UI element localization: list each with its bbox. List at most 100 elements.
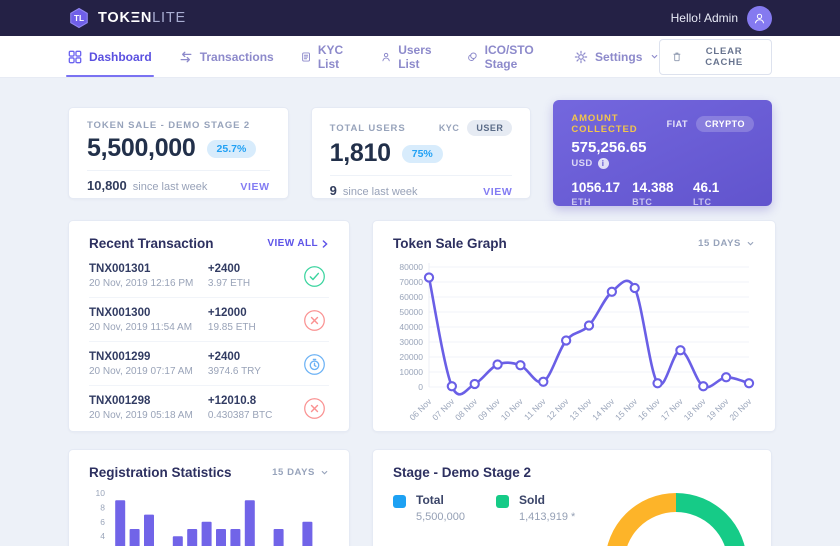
transaction-amount-crypto: 0.430387 BTC [207, 410, 273, 421]
status-success-icon [304, 265, 325, 287]
token-sale-view-link[interactable]: VIEW [240, 181, 270, 193]
panel-title: Token Sale Graph [393, 236, 507, 251]
dashboard-icon [68, 50, 82, 63]
tab-kyc-list[interactable]: KYC List [301, 36, 354, 77]
transaction-amount-crypto: 3974.6 TRY [207, 366, 261, 377]
tab-users-list[interactable]: Users List [381, 36, 440, 77]
tab-dashboard[interactable]: Dashboard [66, 36, 154, 77]
transaction-date: 20 Nov, 2019 05:18 AM [89, 410, 193, 421]
svg-text:06 Nov: 06 Nov [407, 396, 434, 423]
registration-statistics-card: Registration Statistics 15 DAYS 108642 [68, 449, 350, 546]
tab-transactions[interactable]: Transactions [179, 36, 274, 77]
legend-value: 1,413,919 * [519, 511, 576, 523]
registration-chart: 108642 [89, 486, 329, 546]
transaction-row[interactable]: TNX001301 20 Nov, 2019 12:16 PM +2400 3.97 … [89, 254, 329, 298]
bottom-row: Registration Statistics 15 DAYS 108642 S… [68, 449, 772, 546]
tab-label: Users List [398, 42, 432, 71]
bar[interactable] [302, 521, 313, 546]
svg-text:20 Nov: 20 Nov [727, 396, 754, 423]
info-icon[interactable] [597, 158, 609, 169]
bar[interactable] [244, 500, 255, 546]
clear-cache-button[interactable]: CLEAR CACHE [659, 38, 772, 75]
toggle-user[interactable]: USER [467, 120, 513, 136]
svg-text:08 Nov: 08 Nov [453, 396, 480, 423]
bar[interactable] [273, 529, 284, 546]
transaction-row[interactable]: TNX001298 20 Nov, 2019 05:18 AM +12010.8 0.… [89, 386, 329, 429]
total-users-view-link[interactable]: VIEW [483, 186, 513, 198]
svg-text:60000: 60000 [399, 292, 423, 302]
view-all-link[interactable]: VIEW ALL [267, 238, 329, 249]
svg-text:07 Nov: 07 Nov [430, 396, 457, 423]
svg-text:12 Nov: 12 Nov [544, 396, 571, 423]
transaction-status [303, 265, 329, 288]
topbar: TL TOKΞNLITE Hello! Admin [0, 0, 840, 36]
nav-tabs: Dashboard Transactions KYC List Users Li… [66, 36, 659, 77]
users-toggle: KYC USER [439, 120, 513, 136]
transaction-row[interactable]: TNX001300 20 Nov, 2019 11:54 AM +12000 19.8… [89, 298, 329, 342]
tab-ico-sto-stage[interactable]: ICO/STO Stage [467, 36, 547, 77]
card-title: AMOUNT COLLECTED [571, 113, 638, 135]
brand[interactable]: TL TOKΞNLITE [68, 7, 186, 29]
bar[interactable] [144, 514, 154, 546]
status-canceled-icon [304, 397, 325, 419]
ico-sto-stage-icon [468, 51, 478, 61]
avatar[interactable] [747, 5, 772, 31]
legend-item: Total 5,500,000 [393, 493, 488, 546]
settings-gear-icon [574, 50, 588, 63]
svg-text:19 Nov: 19 Nov [704, 396, 731, 423]
chevron-down-icon [321, 470, 328, 475]
user-menu[interactable]: Hello! Admin [671, 5, 772, 31]
token-sale-percent-badge: 25.7% [206, 139, 257, 158]
range-dropdown[interactable]: 15 DAYS [272, 467, 329, 478]
legend-item: Sold 1,413,919 * [496, 493, 591, 546]
tab-label: Dashboard [89, 49, 152, 64]
main-nav: Dashboard Transactions KYC List Users Li… [0, 36, 840, 78]
svg-text:10: 10 [96, 488, 106, 498]
transaction-amount: +12000 [207, 307, 247, 319]
range-dropdown[interactable]: 15 DAYS [698, 238, 755, 249]
brand-logo-icon: TL [70, 7, 88, 29]
svg-text:15 Nov: 15 Nov [613, 396, 640, 423]
eth-label: ETH [571, 197, 592, 207]
svg-text:50000: 50000 [399, 307, 423, 317]
bar[interactable] [172, 536, 183, 546]
toggle-fiat[interactable]: FIAT [666, 119, 688, 129]
bar[interactable] [187, 529, 198, 546]
svg-text:10 Nov: 10 Nov [499, 396, 526, 423]
bar[interactable] [115, 500, 126, 546]
range-label: 15 DAYS [272, 467, 315, 478]
transaction-row[interactable]: TNX001299 20 Nov, 2019 07:17 AM +2400 3974.… [89, 342, 329, 386]
transactions-icon [180, 51, 192, 62]
svg-text:80000: 80000 [399, 262, 423, 272]
bar[interactable] [201, 521, 212, 546]
bar[interactable] [216, 529, 226, 546]
transaction-id: TNX001301 [89, 263, 151, 275]
transaction-amount: +2400 [207, 263, 241, 275]
toggle-kyc[interactable]: KYC [438, 123, 460, 133]
dashboard-content: TOKEN SALE - DEMO STAGE 2 5,500,000 25.7… [0, 78, 840, 546]
view-all-label: VIEW ALL [267, 238, 318, 249]
card-title: TOTAL USERS [329, 122, 406, 134]
transaction-id: TNX001300 [89, 307, 151, 319]
token-sale-graph-card: Token Sale Graph 15 DAYS 0 10000 20000 3000… [372, 220, 776, 432]
card-title: TOKEN SALE - DEMO STAGE 2 [87, 120, 251, 131]
users-list-icon [382, 52, 390, 61]
btc-value: 14.388 [632, 180, 674, 195]
svg-text:17 Nov: 17 Nov [659, 396, 686, 423]
currency-toggle: FIAT CRYPTO [666, 116, 755, 132]
transaction-date: 20 Nov, 2019 07:17 AM [89, 366, 193, 377]
bar[interactable] [129, 529, 140, 546]
svg-text:18 Nov: 18 Nov [682, 396, 709, 423]
stage-card: Stage - Demo Stage 2 Total 5,500,000 Sold 1… [372, 449, 772, 546]
transaction-amount-crypto: 3.97 ETH [207, 278, 251, 289]
tab-settings[interactable]: Settings [574, 36, 659, 77]
bar[interactable] [230, 529, 241, 546]
fiat-currency-label: USD [571, 158, 593, 169]
toggle-crypto[interactable]: CRYPTO [696, 116, 755, 132]
panel-title: Registration Statistics [89, 465, 232, 480]
recent-transactions-card: Recent Transaction VIEW ALL TNX001301 20 … [68, 220, 350, 432]
stats-row: TOKEN SALE - DEMO STAGE 2 5,500,000 25.7… [68, 100, 773, 207]
total-users-card: TOTAL USERS KYC USER 1,810 75% 9 since l… [310, 107, 532, 199]
transaction-id: TNX001299 [89, 351, 151, 363]
